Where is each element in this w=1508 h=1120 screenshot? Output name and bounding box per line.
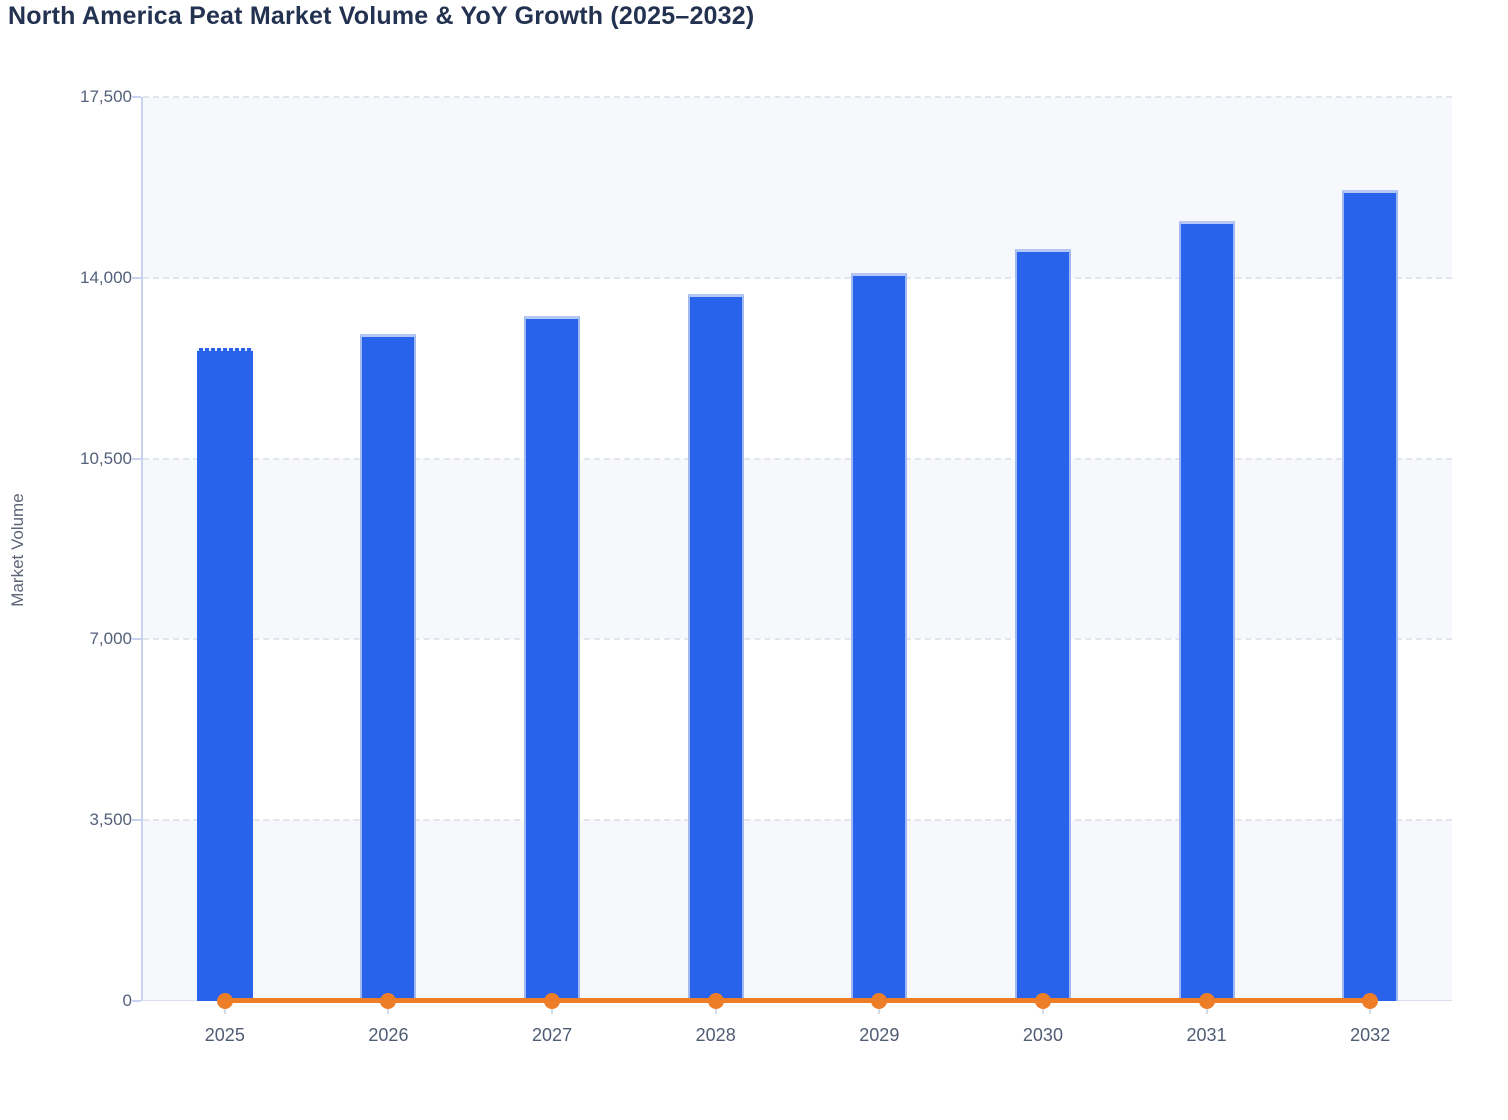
- bar-2032[interactable]: [1342, 189, 1399, 1001]
- plot-band: [143, 820, 1452, 1001]
- yoy-marker-2031[interactable]: [1198, 992, 1215, 1009]
- y-axis-tick: [132, 276, 141, 279]
- yoy-marker-2028[interactable]: [707, 992, 724, 1009]
- gridline: [143, 638, 1452, 641]
- gridline: [143, 457, 1452, 460]
- yoy-marker-2026[interactable]: [380, 992, 397, 1009]
- yoy-growth-line[interactable]: [224, 998, 1371, 1004]
- y-tick-label: 3,500: [89, 810, 132, 830]
- yoy-marker-2032[interactable]: [1362, 992, 1379, 1009]
- y-tick-label: 10,500: [80, 448, 132, 468]
- bar-2029[interactable]: [851, 272, 908, 1001]
- y-axis-tick: [132, 638, 141, 641]
- x-tick-label: 2025: [204, 1025, 245, 1045]
- yoy-marker-2027[interactable]: [544, 992, 561, 1009]
- y-axis-tick: [132, 96, 141, 98]
- x-tick-label: 2027: [532, 1025, 573, 1045]
- x-tick-label: 2026: [368, 1025, 409, 1045]
- y-tick-label: 14,000: [80, 267, 132, 287]
- y-axis-tick: [132, 1000, 141, 1002]
- y-axis-tick: [132, 819, 141, 822]
- yoy-marker-2025[interactable]: [216, 993, 233, 1009]
- plot-band: [143, 639, 1452, 821]
- bar-2027[interactable]: [524, 315, 581, 1001]
- gridline: [143, 819, 1452, 822]
- y-axis-tick: [132, 457, 141, 460]
- bar-2031[interactable]: [1178, 221, 1235, 1001]
- y-tick-label: 17,500: [80, 87, 132, 106]
- plot-band: [143, 97, 1452, 278]
- x-tick-label: 2032: [1350, 1025, 1391, 1045]
- bar-2025[interactable]: [196, 347, 253, 1001]
- chart-title: North America Peat Market Volume & YoY G…: [8, 2, 755, 30]
- plot-area: 0 3,500 7,000 10,500 14,000 17,500 2025 2026 202…: [80, 87, 1452, 1045]
- bar-2026[interactable]: [360, 333, 417, 1001]
- y-axis-title: Market Volume: [8, 493, 27, 607]
- x-tick-label: 2029: [859, 1025, 900, 1045]
- gridline: [143, 96, 1452, 98]
- plot-band: [143, 458, 1452, 640]
- yoy-marker-2029[interactable]: [871, 992, 888, 1009]
- x-tick-label: 2028: [695, 1025, 736, 1045]
- x-tick-label: 2031: [1186, 1025, 1227, 1045]
- bar-2028[interactable]: [687, 294, 744, 1001]
- plot-band: [143, 277, 1452, 459]
- y-tick-label: 0: [122, 991, 132, 1010]
- y-tick-label: 7,000: [89, 629, 132, 649]
- y-axis-line: [141, 97, 143, 1001]
- bar-2030[interactable]: [1014, 249, 1071, 1001]
- x-tick-label: 2030: [1022, 1025, 1063, 1045]
- yoy-marker-2030[interactable]: [1034, 992, 1051, 1009]
- gridline: [143, 276, 1452, 279]
